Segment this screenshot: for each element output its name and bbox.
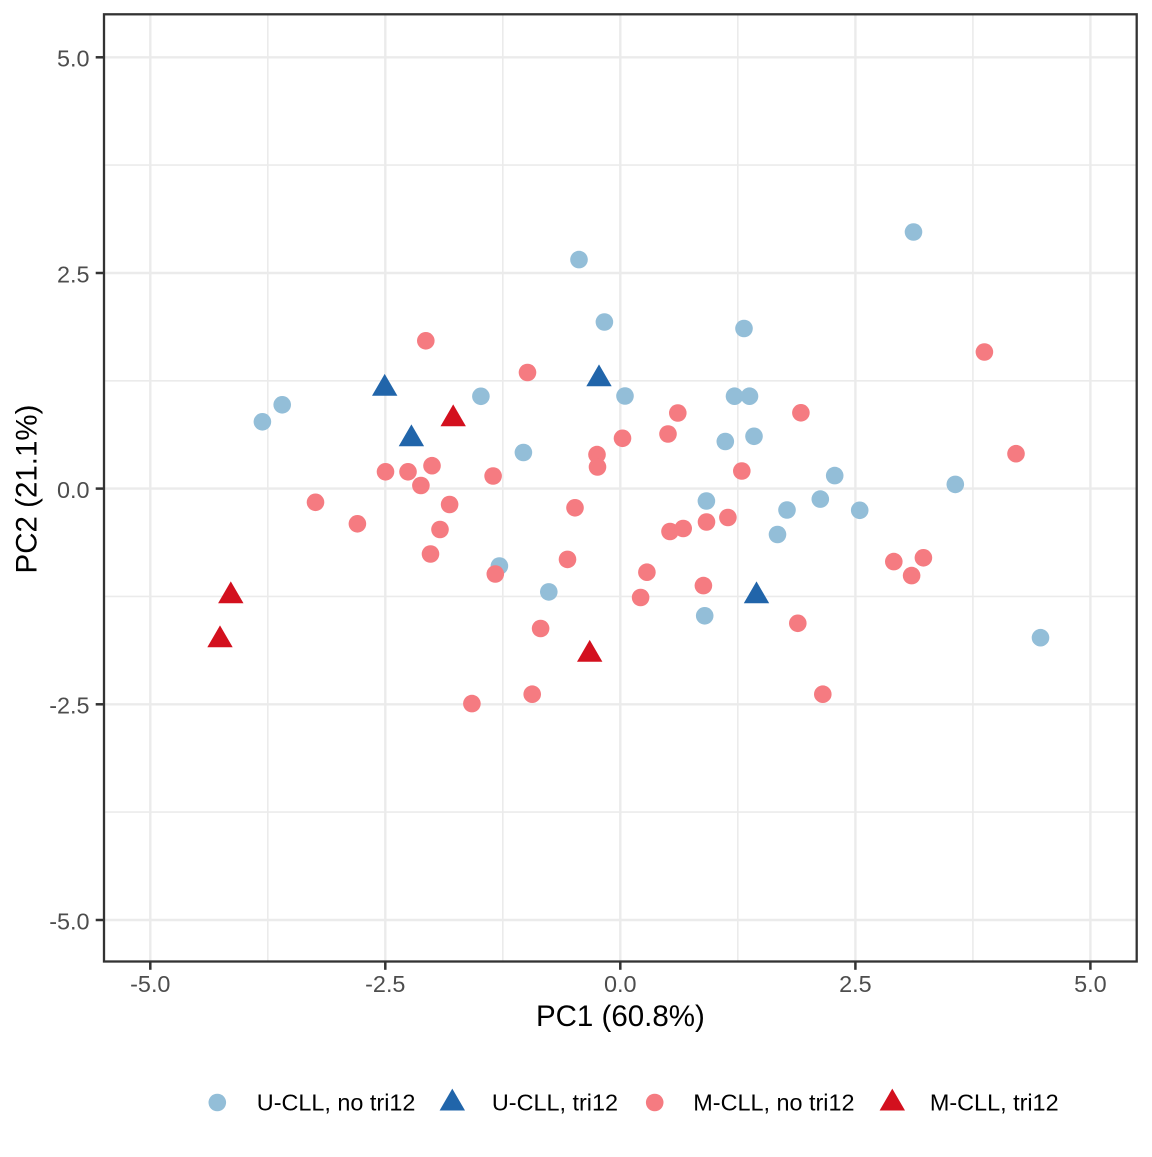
svg-text:5.0: 5.0 bbox=[57, 46, 90, 72]
svg-text:2.5: 2.5 bbox=[57, 261, 90, 287]
svg-text:-2.5: -2.5 bbox=[365, 971, 405, 997]
svg-text:-2.5: -2.5 bbox=[49, 693, 89, 719]
svg-text:U-CLL, no tri12: U-CLL, no tri12 bbox=[257, 1089, 416, 1115]
svg-text:PC2 (21.1%): PC2 (21.1%) bbox=[10, 405, 43, 574]
svg-text:PC1 (60.8%): PC1 (60.8%) bbox=[536, 1000, 705, 1033]
svg-text:0.0: 0.0 bbox=[57, 477, 90, 503]
svg-text:2.5: 2.5 bbox=[839, 971, 872, 997]
svg-text:M-CLL, no tri12: M-CLL, no tri12 bbox=[693, 1089, 854, 1115]
svg-text:-5.0: -5.0 bbox=[49, 908, 89, 934]
svg-text:5.0: 5.0 bbox=[1074, 971, 1107, 997]
svg-text:0.0: 0.0 bbox=[604, 971, 637, 997]
svg-text:U-CLL, tri12: U-CLL, tri12 bbox=[492, 1089, 618, 1115]
svg-text:-5.0: -5.0 bbox=[130, 971, 170, 997]
svg-text:M-CLL, tri12: M-CLL, tri12 bbox=[930, 1089, 1059, 1115]
